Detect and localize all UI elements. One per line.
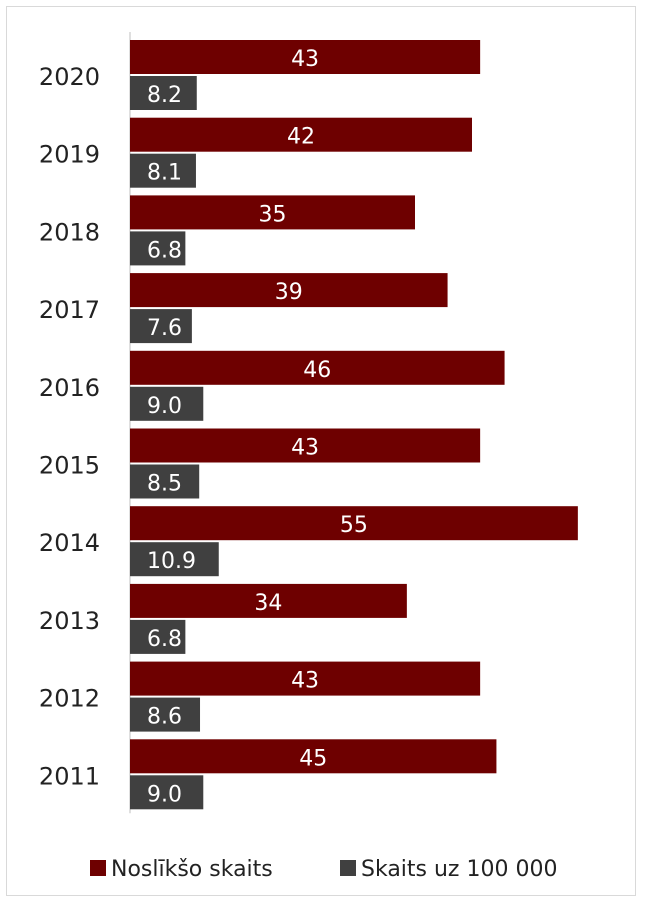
bar-rate-per-100000 — [130, 153, 196, 188]
bar-drowned-count — [130, 117, 472, 152]
bar-rate-per-100000 — [130, 542, 219, 577]
legend-label-drowned-count: Noslīkšo skaits — [111, 857, 273, 882]
data-label-rate-per-100000: 8.1 — [147, 161, 182, 186]
category-label: 2018 — [39, 218, 100, 246]
category-label: 2015 — [39, 452, 100, 480]
category-row-2014: 2014 55 10.9 — [39, 506, 578, 577]
data-label-drowned-count: 43 — [291, 47, 319, 72]
data-label-rate-per-100000: 8.6 — [147, 705, 182, 730]
chart-legend: Noslīkšo skaits Skaits uz 100 000 — [90, 857, 557, 882]
bar-drowned-count — [130, 40, 481, 74]
data-label-drowned-count: 46 — [303, 358, 331, 383]
bar-drowned-count — [130, 661, 481, 696]
legend-label-rate-per-100000: Skaits uz 100 000 — [361, 857, 557, 882]
bar-drowned-count — [130, 195, 415, 230]
legend-swatch-rate-per-100000 — [340, 860, 356, 876]
data-label-rate-per-100000: 10.9 — [147, 549, 196, 574]
bar-rate-per-100000 — [130, 697, 201, 732]
bar-rate-per-100000 — [130, 386, 204, 421]
data-label-drowned-count: 34 — [254, 591, 282, 616]
bar-rate-per-100000 — [130, 775, 204, 810]
bar-rate-per-100000 — [130, 464, 200, 499]
bar-drowned-count — [130, 506, 578, 541]
chart-rows: 2020 43 8.2 2019 42 8.1 2018 35 6.8 2017 39 7.6 2016… — [39, 40, 578, 810]
category-label: 2016 — [39, 374, 100, 402]
category-row-2016: 2016 46 9.0 — [39, 350, 505, 421]
data-label-rate-per-100000: 9.0 — [147, 394, 182, 419]
data-label-rate-per-100000: 8.5 — [147, 472, 182, 497]
bar-drowned-count — [130, 428, 481, 463]
data-label-rate-per-100000: 9.0 — [147, 782, 182, 807]
category-label: 2014 — [39, 529, 100, 557]
category-label: 2020 — [39, 63, 100, 91]
category-label: 2013 — [39, 607, 100, 635]
bar-rate-per-100000 — [130, 619, 186, 654]
bar-rate-per-100000 — [130, 76, 197, 110]
category-row-2019: 2019 42 8.1 — [39, 117, 472, 188]
bar-rate-per-100000 — [130, 309, 192, 344]
data-label-rate-per-100000: 6.8 — [147, 238, 182, 263]
bar-rate-per-100000 — [130, 231, 186, 266]
bar-drowned-count — [130, 739, 497, 774]
category-row-2012: 2012 43 8.6 — [39, 661, 481, 732]
data-label-drowned-count: 35 — [259, 202, 287, 227]
data-label-drowned-count: 43 — [291, 669, 319, 694]
category-row-2011: 2011 45 9.0 — [39, 739, 497, 810]
data-label-drowned-count: 43 — [291, 436, 319, 461]
category-row-2020: 2020 43 8.2 — [39, 40, 481, 110]
bar-drowned-count — [130, 350, 505, 385]
bar-drowned-count — [130, 273, 448, 308]
legend-swatch-drowned-count — [90, 860, 106, 876]
category-label: 2017 — [39, 296, 100, 324]
category-row-2017: 2017 39 7.6 — [39, 273, 448, 344]
data-label-drowned-count: 55 — [340, 513, 368, 538]
data-label-drowned-count: 39 — [275, 280, 303, 305]
category-row-2015: 2015 43 8.5 — [39, 428, 481, 499]
data-label-drowned-count: 42 — [287, 125, 315, 150]
data-label-rate-per-100000: 6.8 — [147, 627, 182, 652]
bar-drowned-count — [130, 583, 407, 618]
category-label: 2012 — [39, 685, 100, 713]
category-row-2013: 2013 34 6.8 — [39, 583, 407, 654]
category-label: 2019 — [39, 141, 100, 169]
data-label-drowned-count: 45 — [299, 746, 327, 771]
data-label-rate-per-100000: 7.6 — [147, 316, 182, 341]
category-row-2018: 2018 35 6.8 — [39, 195, 415, 266]
data-label-rate-per-100000: 8.2 — [147, 83, 182, 108]
category-label: 2011 — [39, 762, 100, 790]
